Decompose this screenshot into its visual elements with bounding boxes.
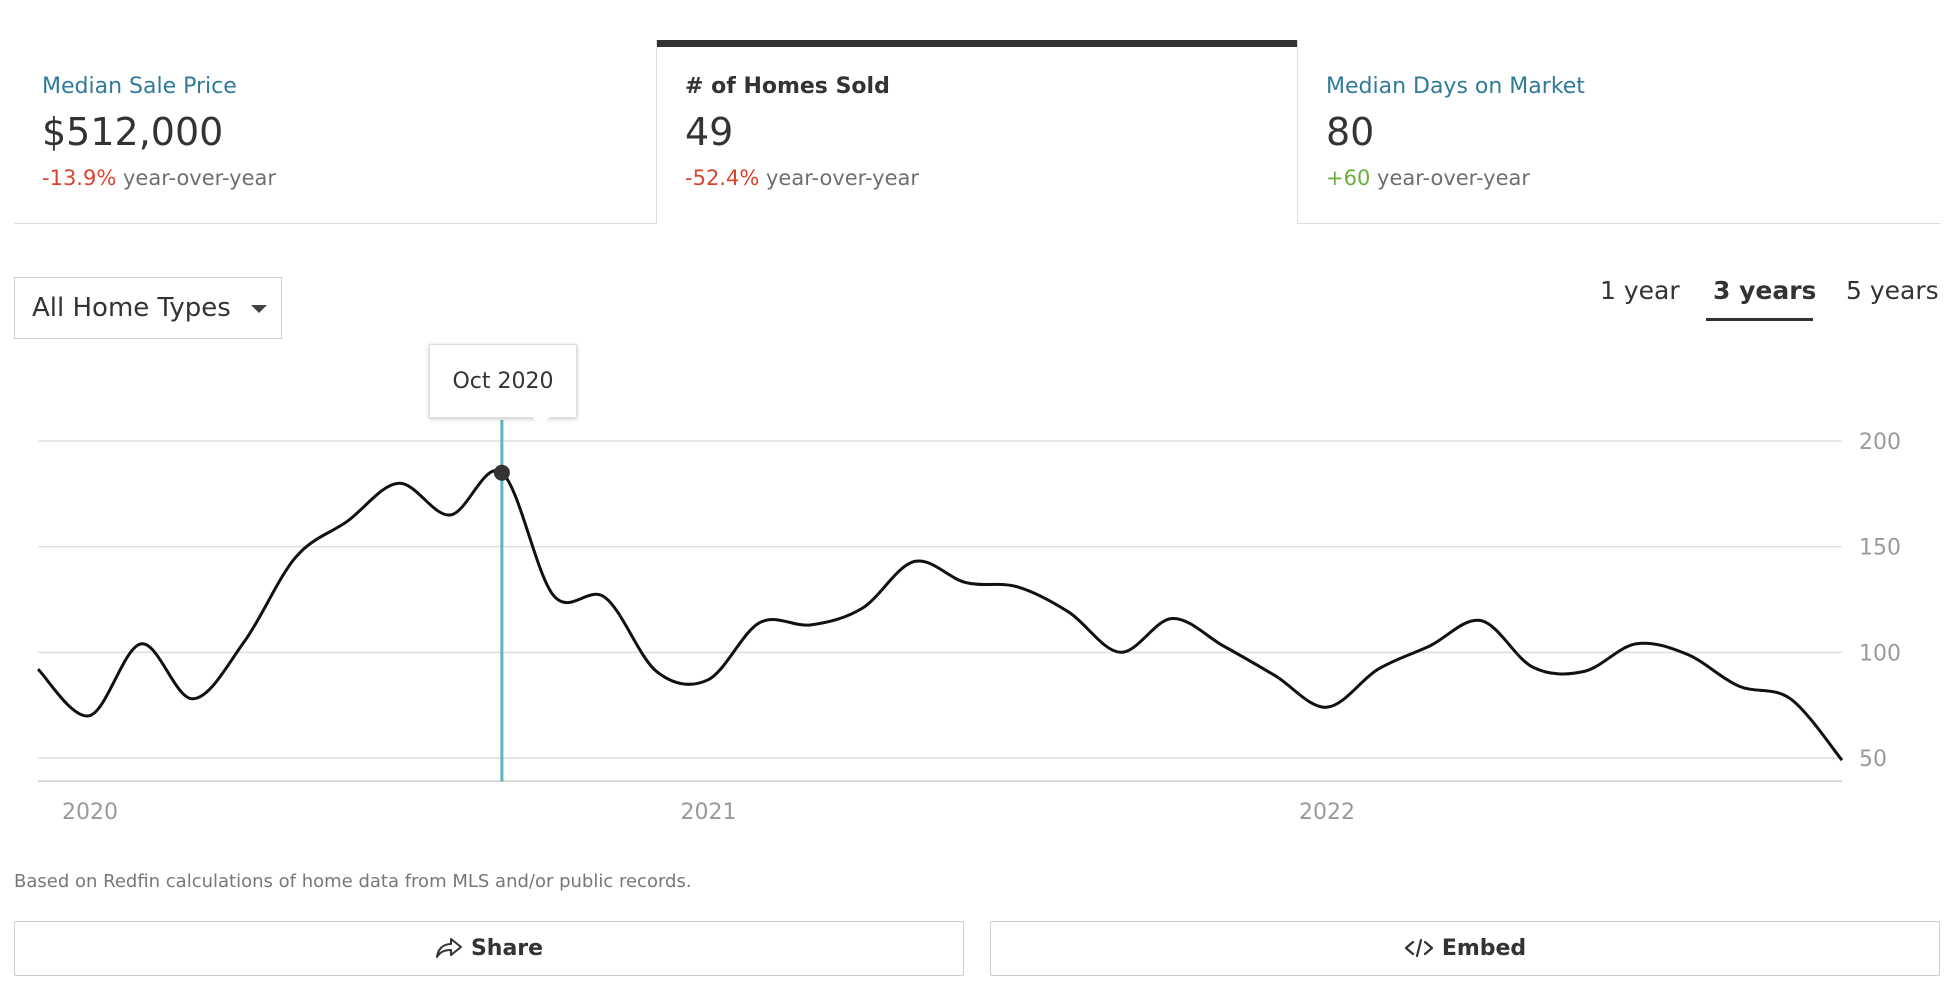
range-5-years-tab[interactable]: 5 years — [1846, 276, 1939, 305]
series-line-homes-sold — [36, 469, 1844, 762]
home-type-selected: All Home Types — [32, 293, 231, 323]
metric-tab-homes-sold[interactable]: # of Homes Sold 49 -52.4% year-over-year — [656, 40, 1298, 224]
metric-value: 49 — [685, 110, 734, 154]
metric-label: Median Sale Price — [42, 74, 237, 99]
x-tick-label: 2020 — [62, 800, 118, 825]
metric-change-suffix: year-over-year — [1377, 166, 1531, 190]
metric-change: +60 year-over-year — [1326, 166, 1530, 190]
y-tick-label: 50 — [1859, 747, 1887, 772]
share-label: Share — [470, 936, 544, 961]
y-axis: 200 150 100 50 — [1859, 430, 1901, 772]
code-icon — [1404, 938, 1433, 958]
active-tab-indicator — [657, 40, 1297, 47]
y-tick-label: 100 — [1859, 641, 1901, 666]
share-button[interactable]: Share — [14, 921, 964, 976]
range-3-years-tab[interactable]: 3 years — [1713, 276, 1817, 305]
y-tick-label: 200 — [1859, 430, 1901, 455]
x-axis: 2020 2021 2022 — [62, 800, 1355, 825]
caret-down-icon — [251, 305, 267, 313]
metric-tabs: Median Sale Price $512,000 -13.9% year-o… — [14, 40, 1940, 224]
metric-value: $512,000 — [42, 110, 224, 154]
metric-value: 80 — [1326, 110, 1375, 154]
share-arrow-icon — [435, 938, 462, 958]
metric-label: # of Homes Sold — [685, 74, 890, 99]
metric-label: Median Days on Market — [1326, 74, 1585, 99]
embed-button[interactable]: Embed — [990, 921, 1940, 976]
data-source-note: Based on Redfin calculations of home dat… — [14, 871, 692, 892]
metric-change-amount: -13.9% — [42, 166, 117, 190]
metric-change: -13.9% year-over-year — [42, 166, 276, 190]
y-tick-label: 150 — [1859, 536, 1901, 561]
x-tick-label: 2021 — [681, 800, 737, 825]
highlighted-point — [493, 464, 510, 481]
homes-sold-chart[interactable]: 200 150 100 50 2020 2021 2022 — [0, 330, 1944, 850]
chart-tooltip: Oct 2020 — [429, 344, 577, 418]
home-type-select[interactable]: All Home Types — [14, 277, 282, 339]
x-tick-label: 2022 — [1299, 800, 1355, 825]
selected-range-underline — [1706, 318, 1813, 321]
chart-series — [36, 464, 1844, 762]
embed-label: Embed — [1441, 936, 1527, 961]
metric-change-suffix: year-over-year — [122, 166, 277, 190]
metric-change: -52.4% year-over-year — [685, 166, 919, 190]
tooltip-arrow — [532, 417, 550, 426]
metric-tab-median-days-on-market[interactable]: Median Days on Market 80 +60 year-over-y… — [1298, 40, 1940, 224]
metric-change-amount: -52.4% — [685, 166, 760, 190]
metric-tab-median-sale-price[interactable]: Median Sale Price $512,000 -13.9% year-o… — [14, 40, 656, 224]
range-1-year-tab[interactable]: 1 year — [1600, 276, 1680, 305]
metric-change-amount: +60 — [1326, 166, 1371, 190]
chart-gridlines — [38, 440, 1842, 782]
metric-change-suffix: year-over-year — [765, 166, 920, 190]
